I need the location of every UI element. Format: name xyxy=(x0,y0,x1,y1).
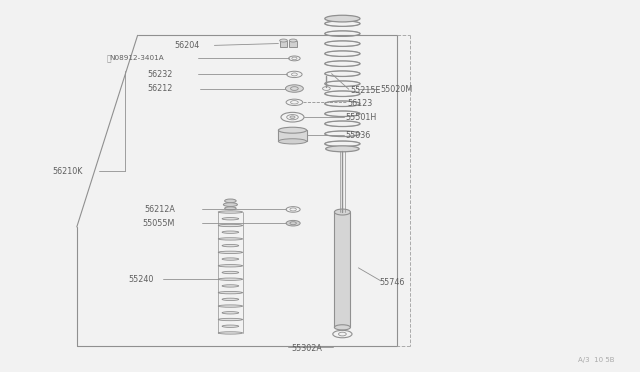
Ellipse shape xyxy=(222,271,239,274)
Text: 56212A: 56212A xyxy=(144,205,175,214)
Ellipse shape xyxy=(218,332,243,334)
Text: 56232: 56232 xyxy=(147,70,173,79)
Ellipse shape xyxy=(289,39,297,42)
Bar xyxy=(278,130,307,141)
Text: 55501H: 55501H xyxy=(346,113,377,122)
Text: N08912-3401A: N08912-3401A xyxy=(109,55,164,61)
Ellipse shape xyxy=(218,278,243,280)
Ellipse shape xyxy=(218,292,243,294)
Text: 56210K: 56210K xyxy=(52,167,83,176)
Ellipse shape xyxy=(218,305,243,307)
Bar xyxy=(335,212,351,327)
Ellipse shape xyxy=(278,127,307,133)
Ellipse shape xyxy=(223,203,237,206)
Ellipse shape xyxy=(222,218,239,220)
Text: 55240: 55240 xyxy=(128,275,154,283)
Text: 55302A: 55302A xyxy=(291,344,322,353)
Ellipse shape xyxy=(218,224,243,227)
Ellipse shape xyxy=(325,15,360,22)
Ellipse shape xyxy=(222,298,239,301)
Ellipse shape xyxy=(218,251,243,253)
Text: 55055M: 55055M xyxy=(142,219,175,228)
Bar xyxy=(280,41,287,47)
Ellipse shape xyxy=(222,285,239,287)
Text: 56204: 56204 xyxy=(174,41,199,50)
Ellipse shape xyxy=(335,325,351,330)
Text: 55036: 55036 xyxy=(346,131,371,140)
Text: 55020M: 55020M xyxy=(381,85,413,94)
Ellipse shape xyxy=(218,318,243,321)
Text: 55746: 55746 xyxy=(379,278,404,287)
Ellipse shape xyxy=(222,231,239,233)
Ellipse shape xyxy=(222,312,239,314)
Text: A/3  10 5B: A/3 10 5B xyxy=(578,357,614,363)
Ellipse shape xyxy=(225,207,236,210)
Ellipse shape xyxy=(222,258,239,260)
Ellipse shape xyxy=(278,139,307,144)
Text: 56212: 56212 xyxy=(147,84,173,93)
Ellipse shape xyxy=(218,211,243,213)
Ellipse shape xyxy=(280,39,287,42)
Ellipse shape xyxy=(326,146,359,152)
Ellipse shape xyxy=(222,244,239,247)
Ellipse shape xyxy=(218,264,243,267)
Ellipse shape xyxy=(285,85,303,92)
Ellipse shape xyxy=(225,199,236,203)
Text: 55215E: 55215E xyxy=(351,86,381,94)
Ellipse shape xyxy=(286,220,300,226)
Ellipse shape xyxy=(222,325,239,327)
Ellipse shape xyxy=(218,238,243,240)
Text: 56123: 56123 xyxy=(348,99,372,108)
Bar xyxy=(289,41,297,47)
Ellipse shape xyxy=(335,209,351,215)
Ellipse shape xyxy=(290,116,295,118)
Text: Ⓝ: Ⓝ xyxy=(107,54,111,63)
